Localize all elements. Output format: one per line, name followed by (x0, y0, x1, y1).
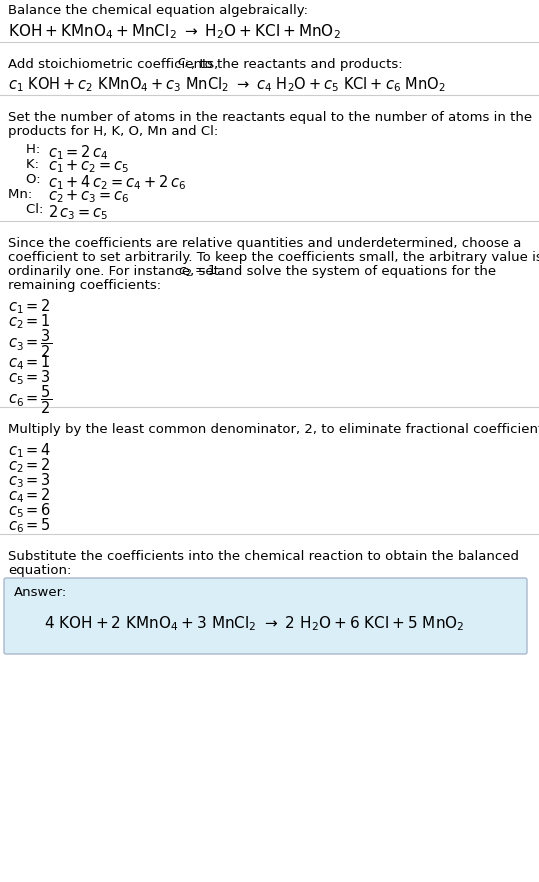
Text: products for H, K, O, Mn and Cl:: products for H, K, O, Mn and Cl: (8, 125, 218, 138)
Text: Multiply by the least common denominator, 2, to eliminate fractional coefficient: Multiply by the least common denominator… (8, 423, 539, 436)
Text: and solve the system of equations for the: and solve the system of equations for th… (213, 265, 496, 278)
Text: $c_6 = \dfrac{5}{2}$: $c_6 = \dfrac{5}{2}$ (8, 383, 52, 415)
Text: $2\,c_3 = c_5$: $2\,c_3 = c_5$ (48, 203, 108, 221)
Text: $c_6 = 5$: $c_6 = 5$ (8, 516, 51, 534)
Text: Since the coefficients are relative quantities and underdetermined, choose a: Since the coefficients are relative quan… (8, 237, 521, 250)
Text: $\mathrm{4\ KOH + 2\ KMnO_4 + 3\ MnCl_2\ \rightarrow\ 2\ H_2O + 6\ KCl + 5\ MnO_: $\mathrm{4\ KOH + 2\ KMnO_4 + 3\ MnCl_2\… (44, 614, 465, 632)
Text: $c_3 = \dfrac{3}{2}$: $c_3 = \dfrac{3}{2}$ (8, 327, 52, 360)
Text: $c_5 = 6$: $c_5 = 6$ (8, 501, 51, 519)
Text: equation:: equation: (8, 564, 71, 577)
Text: $c_1 = 2\,c_4$: $c_1 = 2\,c_4$ (48, 143, 108, 161)
Text: $c_1 + 4\,c_2 = c_4 + 2\,c_6$: $c_1 + 4\,c_2 = c_4 + 2\,c_6$ (48, 173, 186, 191)
Text: K:: K: (26, 158, 47, 171)
Text: Answer:: Answer: (14, 586, 67, 599)
Text: $c_1 = 4$: $c_1 = 4$ (8, 441, 51, 460)
Text: $c_2 = 1$: $c_2 = 1$ (8, 312, 51, 331)
Text: ordinarily one. For instance, set: ordinarily one. For instance, set (8, 265, 223, 278)
Text: $\mathrm{KOH + KMnO_4 + MnCl_2 \ \rightarrow \ H_2O + KCl + MnO_2}$: $\mathrm{KOH + KMnO_4 + MnCl_2 \ \righta… (8, 22, 341, 41)
Text: Add stoichiometric coefficients,: Add stoichiometric coefficients, (8, 58, 223, 71)
Text: , to the reactants and products:: , to the reactants and products: (191, 58, 403, 71)
Text: $c_2 + c_3 = c_6$: $c_2 + c_3 = c_6$ (48, 188, 130, 205)
Text: Cl:: Cl: (26, 203, 52, 216)
Text: $c_5 = 3$: $c_5 = 3$ (8, 368, 51, 386)
Text: $c_1 + c_2 = c_5$: $c_1 + c_2 = c_5$ (48, 158, 129, 175)
Text: $c_1 = 2$: $c_1 = 2$ (8, 297, 51, 316)
Text: Set the number of atoms in the reactants equal to the number of atoms in the: Set the number of atoms in the reactants… (8, 111, 532, 124)
Text: O:: O: (26, 173, 49, 186)
Text: $c_1\ \mathrm{KOH} + c_2\ \mathrm{KMnO_4} + c_3\ \mathrm{MnCl_2}\ \rightarrow\ c: $c_1\ \mathrm{KOH} + c_2\ \mathrm{KMnO_4… (8, 75, 446, 93)
Text: Substitute the coefficients into the chemical reaction to obtain the balanced: Substitute the coefficients into the che… (8, 550, 519, 563)
Text: H:: H: (26, 143, 49, 156)
Text: $c_3 = 3$: $c_3 = 3$ (8, 471, 51, 490)
Text: $c_4 = 2$: $c_4 = 2$ (8, 486, 51, 505)
Text: Balance the chemical equation algebraically:: Balance the chemical equation algebraica… (8, 4, 308, 17)
Text: Mn:: Mn: (8, 188, 41, 201)
FancyBboxPatch shape (4, 578, 527, 654)
Text: $c_2 = 1$: $c_2 = 1$ (178, 264, 217, 279)
Text: remaining coefficients:: remaining coefficients: (8, 279, 161, 292)
Text: $c_2 = 2$: $c_2 = 2$ (8, 456, 51, 475)
Text: coefficient to set arbitrarily. To keep the coefficients small, the arbitrary va: coefficient to set arbitrarily. To keep … (8, 251, 539, 264)
Text: $c_4 = 1$: $c_4 = 1$ (8, 353, 51, 371)
Text: $c_i$: $c_i$ (177, 57, 189, 70)
